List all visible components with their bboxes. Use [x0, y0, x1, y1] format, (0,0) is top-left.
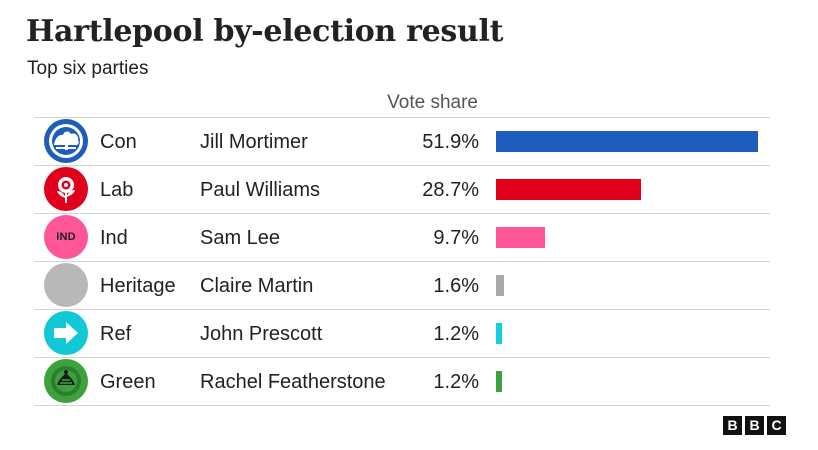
- vote-share-label: 1.2%: [433, 371, 479, 393]
- bbc-logo-letter: B: [745, 416, 764, 435]
- vote-share-label: 1.6%: [433, 275, 479, 297]
- vote-share-label: 51.9%: [422, 131, 479, 153]
- chart-subtitle: Top six parties: [27, 58, 149, 79]
- party-label: Lab: [100, 179, 134, 201]
- independent-icon: IND: [44, 215, 88, 259]
- vote-share-bar: [496, 227, 545, 248]
- conservative-tree-icon: [44, 119, 88, 163]
- vote-share-header: Vote share: [387, 92, 478, 113]
- results-table: Con Jill Mortimer 51.9% Lab Paul Williams 28.…: [34, 117, 770, 406]
- chart-title: Hartlepool by-election result: [26, 14, 504, 49]
- table-row: Green Rachel Featherstone 1.2%: [34, 358, 770, 406]
- candidate-name: Jill Mortimer: [200, 131, 308, 153]
- logo-text: IND: [56, 231, 76, 243]
- grey-circle-icon: [44, 263, 88, 307]
- reform-arrow-icon: [44, 311, 88, 355]
- candidate-name: Sam Lee: [200, 227, 281, 249]
- green-party-icon: [44, 359, 88, 403]
- vote-share-bar: [496, 275, 504, 296]
- table-row: Con Jill Mortimer 51.9%: [34, 118, 770, 166]
- bbc-logo: B B C: [723, 416, 786, 435]
- table-row: Lab Paul Williams 28.7%: [34, 166, 770, 214]
- candidate-name: John Prescott: [200, 323, 323, 345]
- vote-share-bar: [496, 179, 641, 200]
- candidate-name: Paul Williams: [200, 179, 321, 201]
- candidate-name: Claire Martin: [200, 275, 314, 297]
- vote-share-bar: [496, 323, 502, 344]
- candidate-name: Rachel Featherstone: [200, 371, 386, 393]
- vote-share-label: 9.7%: [433, 227, 479, 249]
- bbc-logo-letter: C: [767, 416, 786, 435]
- party-label: Green: [100, 371, 156, 393]
- table-row: IND Ind Sam Lee 9.7%: [34, 214, 770, 262]
- bbc-logo-letter: B: [723, 416, 742, 435]
- party-label: Heritage: [100, 275, 176, 297]
- table-row: Ref John Prescott 1.2%: [34, 310, 770, 358]
- table-row: Heritage Claire Martin 1.6%: [34, 262, 770, 310]
- party-label: Ind: [100, 227, 128, 249]
- vote-share-label: 1.2%: [433, 323, 479, 345]
- party-label: Con: [100, 131, 137, 153]
- labour-rose-icon: [44, 167, 88, 211]
- vote-share-bar: [496, 371, 502, 392]
- vote-share-bar: [496, 131, 758, 152]
- vote-share-label: 28.7%: [422, 179, 479, 201]
- party-label: Ref: [100, 323, 132, 345]
